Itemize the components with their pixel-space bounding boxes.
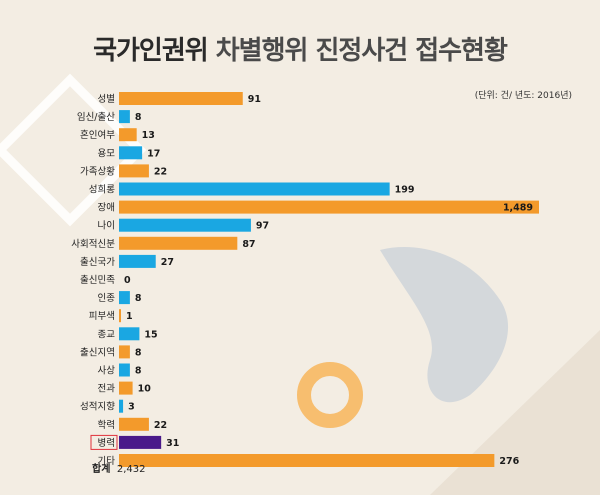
category-label: 나이	[98, 221, 115, 232]
total-row: 합계 2,432	[92, 460, 146, 475]
value-label: 1	[126, 311, 133, 322]
bar	[119, 381, 133, 395]
value-label: 8	[135, 366, 142, 377]
bar	[119, 110, 130, 124]
category-label: 종교	[98, 329, 116, 340]
value-label: 22	[154, 166, 167, 177]
bar	[119, 218, 251, 232]
category-label: 혼인여부	[80, 129, 115, 141]
total-value: 2,432	[116, 464, 146, 475]
chart-title: 국가인권위 차별행위 진정사건 접수현황	[0, 30, 600, 67]
value-label: 276	[499, 456, 519, 467]
value-label: 10	[138, 384, 152, 395]
value-label: 3	[128, 402, 135, 413]
value-label: 1,489	[503, 203, 533, 214]
value-label: 8	[135, 112, 142, 123]
bar	[119, 291, 130, 305]
category-label: 성희롱	[89, 185, 115, 196]
total-label: 합계	[92, 464, 111, 475]
category-label: 사상	[98, 366, 116, 377]
value-label: 8	[135, 347, 142, 358]
category-label: 병력	[98, 437, 115, 449]
value-label: 8	[135, 293, 142, 304]
category-label: 학력	[98, 419, 115, 431]
title-part-2: 차별행위 진정사건 접수현황	[215, 36, 508, 66]
category-label: 기타	[98, 456, 116, 467]
value-label: 31	[166, 438, 179, 449]
value-label: 13	[142, 130, 155, 141]
bar	[119, 309, 121, 323]
category-label: 가족상황	[80, 166, 115, 177]
value-label: 87	[242, 239, 255, 250]
title-part-1: 국가인권위	[93, 36, 209, 66]
bar	[119, 236, 238, 250]
bar	[119, 92, 243, 105]
bar	[119, 435, 162, 449]
category-label: 출신국가	[80, 257, 115, 268]
bar	[119, 128, 137, 142]
value-label: 97	[256, 221, 269, 232]
category-label: 출신민족	[80, 275, 115, 286]
category-label: 성적지향	[80, 401, 115, 413]
category-label: 임신/출산	[77, 111, 115, 123]
bar	[119, 200, 539, 214]
value-label: 0	[124, 275, 131, 286]
category-label: 피부색	[89, 311, 115, 322]
value-label: 15	[144, 329, 157, 340]
category-label: 출신지역	[80, 347, 115, 358]
bar	[119, 345, 130, 359]
category-label: 용모	[98, 148, 116, 159]
unit-note: (단위: 건/ 년도: 2016년)	[474, 91, 572, 101]
bar	[119, 164, 149, 178]
bar	[119, 417, 149, 431]
bar	[119, 327, 140, 341]
value-label: 91	[248, 94, 261, 105]
value-label: 27	[161, 257, 174, 268]
category-label: 인종	[98, 293, 116, 304]
bar	[119, 254, 156, 268]
bar	[119, 146, 143, 160]
category-label: 장애	[98, 203, 115, 214]
bar	[119, 182, 390, 196]
value-label: 22	[154, 420, 167, 431]
value-label: 199	[395, 185, 415, 196]
value-label: 17	[147, 148, 160, 159]
category-label: 전과	[98, 384, 116, 395]
category-label: 성별	[98, 94, 115, 105]
bar	[119, 454, 495, 467]
highlight-box	[90, 434, 118, 450]
bar	[119, 363, 130, 377]
category-label: 사회적신분	[71, 238, 115, 250]
bar	[119, 399, 124, 413]
